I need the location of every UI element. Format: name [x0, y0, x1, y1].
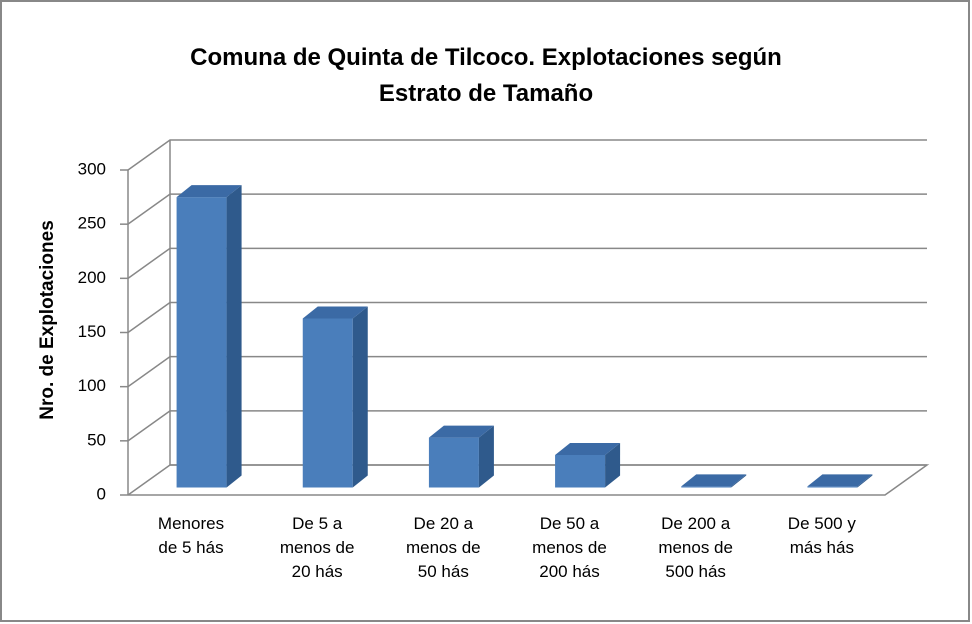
bar [807, 474, 873, 488]
bar-face [555, 443, 621, 455]
bar-face [176, 185, 242, 198]
grid-line [127, 247, 927, 279]
bar-face [428, 437, 479, 488]
y-tick-label: 300 [78, 159, 106, 178]
x-tick-label: De 20 a menos de 50 hás [405, 514, 481, 581]
grid-line [127, 301, 927, 334]
bar [302, 306, 368, 488]
y-axis-label: Nro. de Explotaciones [37, 220, 58, 420]
bar-face [428, 425, 494, 438]
x-tick-label: De 50 a menos de 200 hás [532, 514, 607, 581]
grid-line [127, 139, 927, 171]
bar [681, 474, 747, 488]
y-tick-label: 50 [87, 430, 106, 449]
bar-face [681, 474, 747, 487]
grid-line [127, 410, 927, 442]
bar [428, 425, 494, 488]
y-tick-label: 250 [78, 214, 106, 233]
grid-line [127, 355, 927, 388]
bar-face [681, 486, 732, 488]
bar-face [555, 455, 606, 488]
y-tick-label: 200 [78, 268, 106, 287]
y-tick-label: 150 [78, 322, 106, 341]
x-tick-label: De 5 a menos de 20 hás [279, 514, 355, 581]
bar-face [302, 318, 353, 488]
bar-face [226, 185, 242, 488]
bar-face [857, 474, 873, 488]
bar [176, 185, 242, 488]
bar [555, 443, 621, 488]
chart-title: Comuna de Quinta de Tilcoco. Explotacion… [190, 44, 782, 107]
bar-face [605, 443, 621, 488]
bar-face [176, 197, 227, 488]
bar-face [352, 306, 368, 488]
bar-face [807, 474, 873, 487]
y-tick-label: 100 [78, 376, 106, 395]
grid-line [127, 464, 927, 496]
bar-face [731, 474, 747, 488]
bar-face [478, 425, 494, 488]
x-tick-label: De 200 a menos de 500 hás [658, 514, 733, 581]
bar-face [807, 486, 858, 488]
y-tick-label: 0 [97, 484, 106, 503]
x-tick-label: De 500 y más hás [787, 514, 856, 557]
bar-face [302, 306, 368, 319]
grid-line [127, 193, 927, 225]
x-tick-label: Menores de 5 hás [157, 514, 225, 557]
